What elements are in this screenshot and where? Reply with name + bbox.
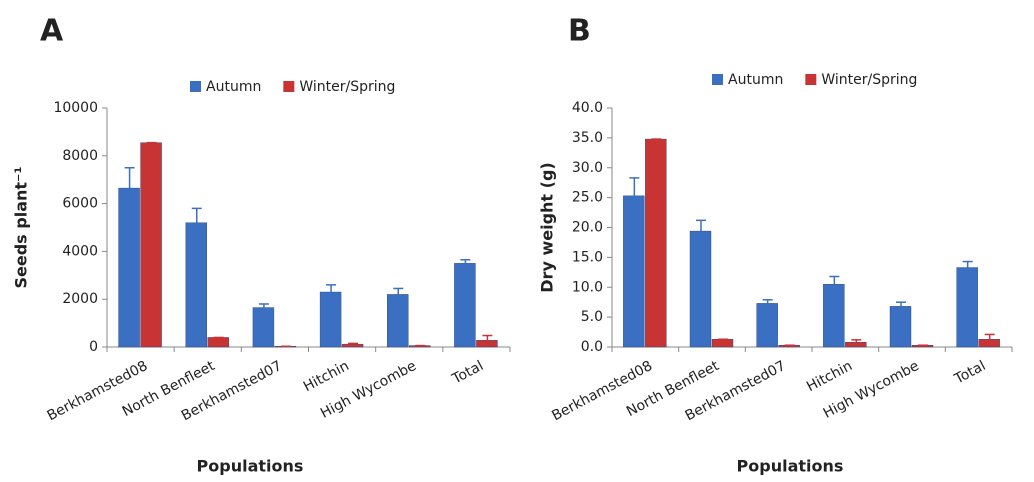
bar (118, 187, 140, 348)
error-bar (326, 284, 337, 293)
error-bar (896, 301, 906, 307)
legend-label: Winter/Spring (299, 79, 395, 95)
legend-swatch (712, 74, 723, 85)
y-tick-label: 6000 (62, 196, 98, 212)
bar (454, 263, 476, 348)
error-bar (191, 207, 202, 223)
y-tick-label: 10000 (53, 100, 98, 116)
bar (185, 222, 207, 348)
y-tick-label: 2000 (62, 291, 98, 307)
y-tick-label: 25.0 (572, 190, 603, 206)
error-bar (482, 334, 493, 341)
error-bar (124, 167, 135, 189)
bar (207, 337, 229, 348)
y-tick-label: 20.0 (572, 220, 603, 236)
y-tick-label: 10.0 (572, 279, 603, 295)
bar (823, 284, 845, 348)
error-bar (696, 219, 706, 232)
bar (756, 303, 778, 348)
legend-swatch (805, 74, 817, 85)
x-tick-label: Hitchin (301, 358, 352, 395)
x-tick-label: Total (449, 358, 486, 388)
bar (623, 195, 645, 348)
y-tick-label: 4000 (62, 243, 98, 259)
y-tick-label: 0 (89, 339, 98, 355)
x-axis-title: Populations (197, 457, 304, 476)
bar (889, 306, 912, 348)
x-axis-title: Populations (737, 457, 844, 476)
error-bar (851, 339, 862, 343)
bar (645, 138, 667, 348)
x-tick-label: Total (951, 358, 988, 388)
error-bar (762, 299, 773, 304)
error-bar (393, 287, 404, 295)
error-bar (258, 303, 269, 308)
panel-label: A (40, 14, 64, 49)
y-tick-label: 15.0 (572, 249, 603, 265)
y-tick-label: 40.0 (572, 100, 603, 116)
panel-label: B (568, 14, 591, 49)
y-axis-title: Dry weight (g) (538, 162, 557, 292)
y-tick-label: 0.0 (581, 339, 603, 355)
error-bar (629, 177, 640, 196)
bar (252, 307, 275, 348)
error-bar (962, 260, 973, 268)
bar (956, 267, 978, 348)
bar (140, 142, 162, 348)
bar (341, 343, 364, 348)
y-axis-title: Seeds plant⁻¹ (12, 167, 31, 289)
bar (689, 230, 712, 348)
legend-label: Winter/Spring (821, 72, 917, 88)
error-bar (348, 342, 359, 345)
error-bar (829, 275, 840, 285)
bar (387, 294, 409, 348)
y-tick-label: 5.0 (581, 309, 603, 325)
y-tick-label: 35.0 (572, 130, 603, 146)
bar (845, 342, 867, 348)
legend-swatch (283, 81, 295, 92)
bar (319, 291, 342, 348)
legend-swatch (190, 81, 201, 92)
x-tick-label: Hitchin (804, 358, 855, 395)
legend-label: Autumn (728, 72, 783, 88)
bar (978, 339, 1000, 348)
y-tick-label: 30.0 (572, 160, 603, 176)
bar (476, 340, 498, 348)
y-tick-label: 8000 (62, 148, 98, 164)
error-bar (984, 333, 995, 340)
error-bar (460, 259, 471, 264)
legend-label: Autumn (206, 79, 261, 95)
bar (711, 339, 734, 348)
